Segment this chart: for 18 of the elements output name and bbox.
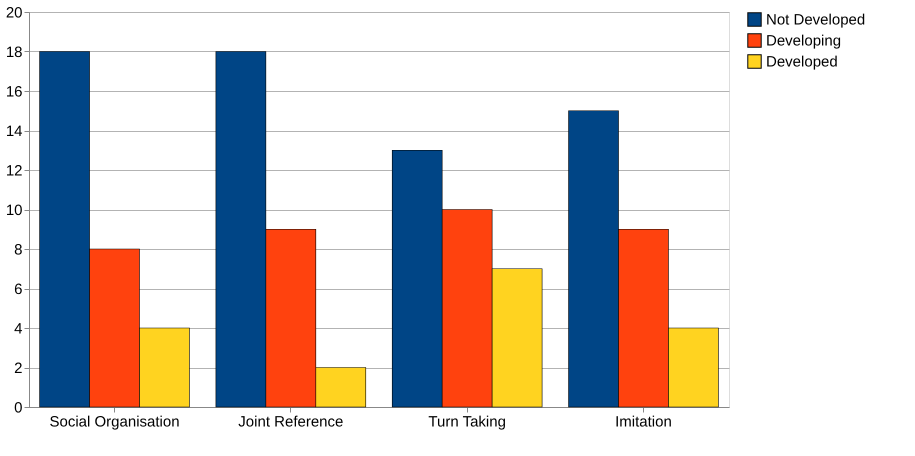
x-tick-label: Turn Taking — [428, 414, 506, 430]
y-tick-label: 14 — [6, 123, 22, 140]
x-tick-label: Social Organisation — [49, 414, 180, 430]
y-tick-label: 2 — [14, 360, 22, 377]
y-tick-label: 0 — [14, 400, 22, 416]
x-tick-label: Imitation — [615, 414, 672, 430]
y-tick-label: 6 — [14, 281, 22, 298]
legend-label: Developed — [766, 54, 838, 70]
legend-label: Not Developed — [766, 12, 866, 28]
y-tick-label: 10 — [6, 202, 22, 219]
y-tick-label: 8 — [14, 242, 22, 258]
y-tick-label: 20 — [6, 4, 22, 22]
y-tick-label: 18 — [6, 44, 22, 61]
y-tick-label: 12 — [6, 162, 22, 180]
y-tick-label: 4 — [14, 320, 22, 338]
y-tick-label: 16 — [6, 84, 22, 100]
x-tick-label: Joint Reference — [238, 414, 344, 430]
legend-label: Developing — [766, 32, 842, 50]
